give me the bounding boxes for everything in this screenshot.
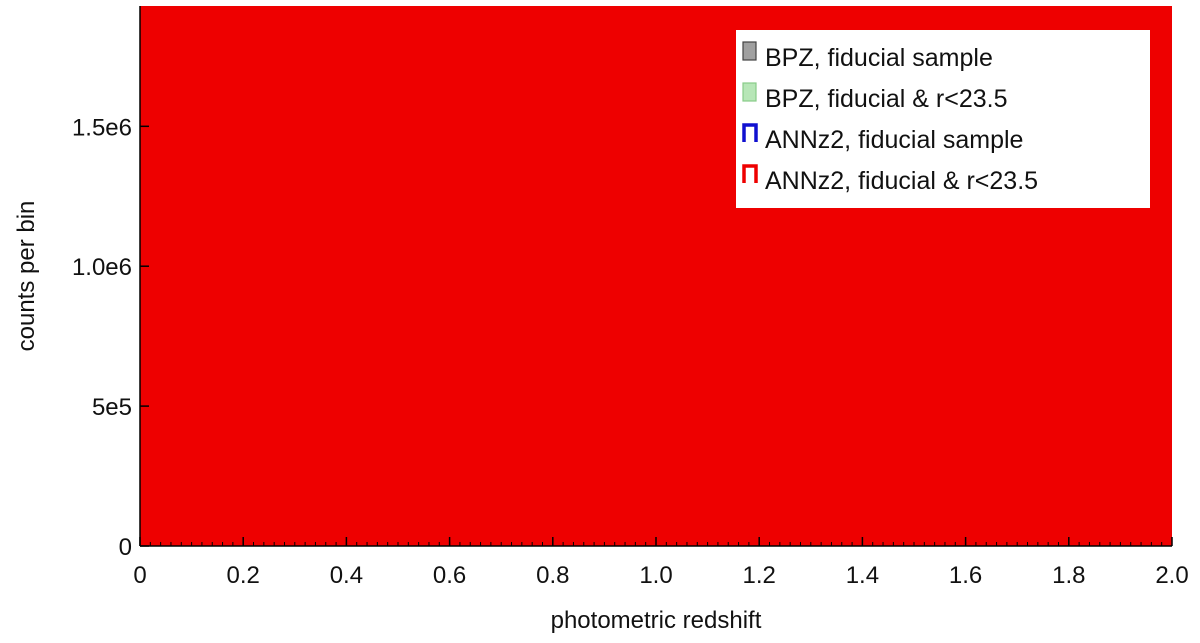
- legend-swatch: [742, 164, 758, 183]
- y-axis-ticks: 0 5e5 1.0e6 1.5e6: [72, 114, 149, 561]
- legend-swatch: [742, 123, 758, 142]
- x-tick-label: 2.0: [1155, 562, 1188, 589]
- y-tick-label: 5e5: [92, 394, 132, 421]
- x-tick-label: 1.8: [1052, 562, 1085, 589]
- y-tick-label: 1.5e6: [72, 114, 132, 141]
- legend: BPZ, fiducial sample BPZ, fiducial & r<23…: [736, 30, 1150, 208]
- y-tick-label: 1.0e6: [72, 254, 132, 281]
- x-tick-label: 0.8: [536, 562, 569, 589]
- legend-swatch: [742, 82, 757, 102]
- x-tick-label: 1.4: [846, 562, 879, 589]
- y-axis-title: counts per bin: [13, 201, 40, 352]
- x-tick-label: 0.4: [330, 562, 363, 589]
- legend-label: BPZ, fiducial & r<23.5: [765, 85, 1007, 113]
- x-tick-label: 0.6: [433, 562, 466, 589]
- x-axis-title: photometric redshift: [551, 607, 762, 634]
- x-tick-label: 1.6: [949, 562, 982, 589]
- legend-label: ANNz2, fiducial sample: [765, 126, 1023, 154]
- legend-box: [736, 30, 1150, 208]
- x-axis-ticks: 0 0.2 0.4 0.6 0.8 1.0 1.2 1.4 1.6 1.8 2.0: [133, 537, 1189, 589]
- x-tick-label: 0.2: [227, 562, 260, 589]
- legend-label: BPZ, fiducial sample: [765, 44, 993, 72]
- y-tick-label: 0: [119, 534, 132, 561]
- x-tick-label: 1.0: [639, 562, 672, 589]
- legend-swatch: [742, 41, 757, 61]
- x-tick-label: 1.2: [743, 562, 776, 589]
- legend-label: ANNz2, fiducial & r<23.5: [765, 167, 1038, 195]
- x-tick-label: 0: [133, 562, 146, 589]
